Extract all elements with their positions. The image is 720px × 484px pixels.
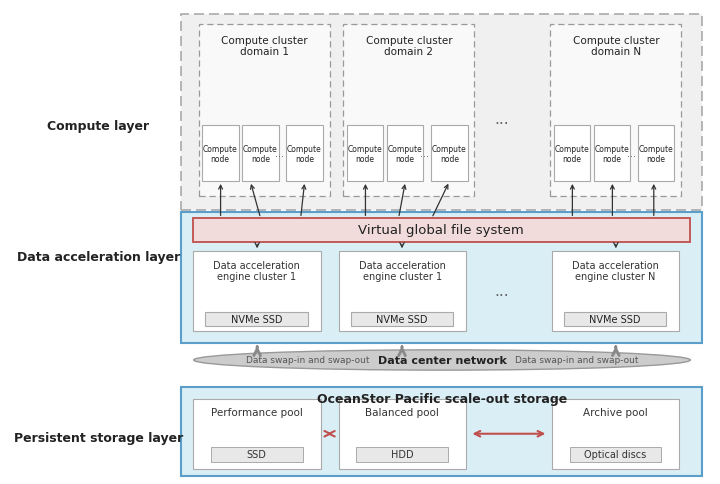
Text: Compute
node: Compute node (243, 144, 278, 164)
Bar (387, 126, 423, 182)
Bar (205, 313, 307, 326)
Text: Optical discs: Optical discs (585, 449, 647, 459)
Bar (193, 399, 320, 469)
Bar (552, 399, 679, 469)
Text: Balanced pool: Balanced pool (366, 408, 439, 418)
Text: HDD: HDD (391, 449, 414, 459)
Text: Compute
node: Compute node (432, 144, 467, 164)
Text: Persistent storage layer: Persistent storage layer (14, 431, 183, 444)
Text: OceanStor Pacific scale-out storage: OceanStor Pacific scale-out storage (317, 393, 567, 406)
Text: ...: ... (276, 149, 284, 159)
Text: Compute
node: Compute node (388, 144, 423, 164)
Bar (356, 447, 449, 462)
Bar (286, 126, 323, 182)
Bar (594, 126, 630, 182)
Bar (638, 126, 675, 182)
Bar (242, 126, 279, 182)
Text: Data acceleration
engine cluster N: Data acceleration engine cluster N (572, 260, 659, 282)
Bar (181, 15, 702, 211)
Bar (570, 447, 662, 462)
Bar (564, 313, 666, 326)
Ellipse shape (194, 350, 690, 370)
Bar (199, 25, 330, 196)
Text: Compute
node: Compute node (287, 144, 322, 164)
Bar (338, 399, 466, 469)
Text: Data acceleration
engine cluster 1: Data acceleration engine cluster 1 (359, 260, 446, 282)
Text: Compute cluster
domain N: Compute cluster domain N (572, 35, 659, 57)
Text: NVMe SSD: NVMe SSD (590, 314, 641, 324)
Text: SSD: SSD (247, 449, 266, 459)
Text: Data acceleration layer: Data acceleration layer (17, 250, 180, 263)
Text: Data swap-in and swap-out: Data swap-in and swap-out (246, 356, 369, 365)
Bar (554, 126, 590, 182)
Text: Archive pool: Archive pool (583, 408, 648, 418)
Text: Data center network: Data center network (377, 355, 506, 365)
Text: Compute
node: Compute node (554, 144, 590, 164)
Text: Compute
node: Compute node (639, 144, 674, 164)
Text: ...: ... (495, 284, 509, 299)
Text: ...: ... (495, 111, 509, 126)
Bar (211, 447, 302, 462)
Text: NVMe SSD: NVMe SSD (377, 314, 428, 324)
Bar (431, 126, 467, 182)
Bar (343, 25, 474, 196)
Bar (202, 126, 238, 182)
Bar (351, 313, 453, 326)
Bar (347, 126, 383, 182)
Bar (181, 213, 702, 343)
Text: Compute
node: Compute node (595, 144, 629, 164)
Bar (193, 219, 690, 242)
Text: Compute layer: Compute layer (48, 120, 150, 133)
Bar (181, 387, 702, 476)
Text: Compute cluster
domain 2: Compute cluster domain 2 (366, 35, 452, 57)
Text: NVMe SSD: NVMe SSD (230, 314, 282, 324)
Bar (552, 252, 679, 331)
Bar (550, 25, 681, 196)
Text: Compute
node: Compute node (348, 144, 382, 164)
Text: Compute
node: Compute node (203, 144, 238, 164)
Text: Data swap-in and swap-out: Data swap-in and swap-out (515, 356, 638, 365)
Text: Data acceleration
engine cluster 1: Data acceleration engine cluster 1 (213, 260, 300, 282)
Text: ...: ... (627, 149, 636, 159)
Text: Performance pool: Performance pool (211, 408, 302, 418)
Bar (193, 252, 320, 331)
Text: ...: ... (420, 149, 429, 159)
Text: Compute cluster
domain 1: Compute cluster domain 1 (221, 35, 307, 57)
Bar (338, 252, 466, 331)
Text: Virtual global file system: Virtual global file system (359, 224, 524, 237)
